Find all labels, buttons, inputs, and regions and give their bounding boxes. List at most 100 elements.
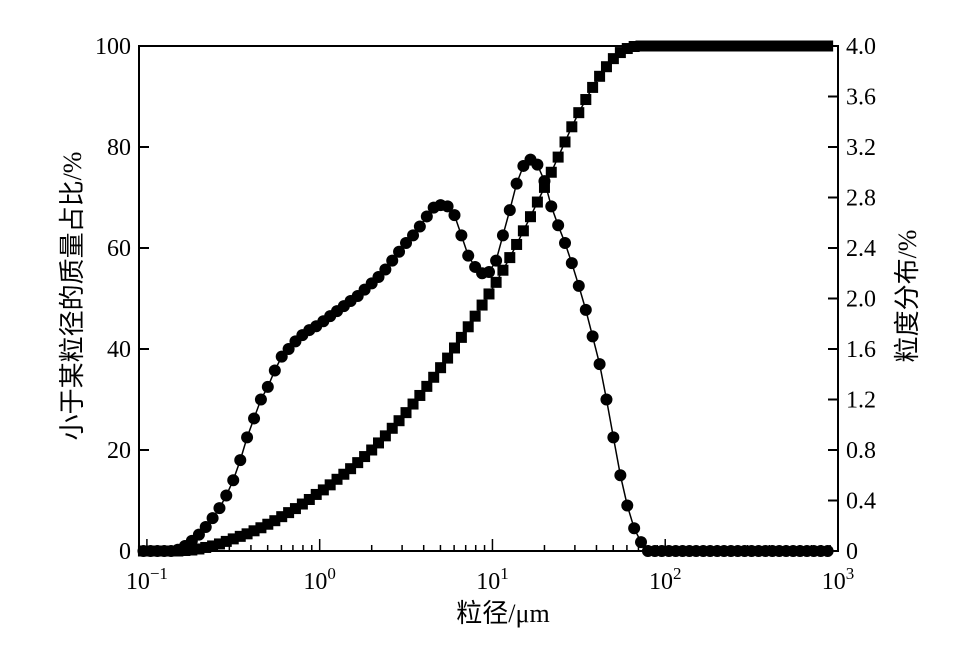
- distribution-point: [275, 350, 288, 363]
- series-markers: [137, 40, 834, 557]
- x-axis-title: 粒径/μm: [456, 599, 549, 628]
- distribution-point: [248, 412, 261, 425]
- cumulative-point: [421, 380, 433, 392]
- cumulative-point: [628, 41, 640, 53]
- cumulative-point: [559, 136, 571, 148]
- distribution-point: [614, 469, 627, 482]
- cumulative-point: [331, 473, 343, 485]
- distribution-point: [199, 521, 212, 534]
- right-tick-label: 3.6: [846, 85, 876, 111]
- distribution-point: [206, 512, 219, 525]
- right-axis: 0 0.4 0.8 1.2 1.6 2.0 2.4 2.8 3.2 3.6 4.0: [828, 34, 876, 565]
- cumulative-point: [220, 535, 232, 547]
- cumulative-point: [255, 522, 267, 534]
- cumulative-point: [815, 40, 827, 52]
- distribution-point: [213, 502, 226, 515]
- cumulative-point: [545, 166, 557, 178]
- cumulative-point: [739, 40, 751, 52]
- cumulative-point: [808, 40, 820, 52]
- cumulative-point: [766, 40, 778, 52]
- cumulative-point: [649, 40, 661, 52]
- cumulative-point: [317, 484, 329, 496]
- cumulative-point: [414, 389, 426, 401]
- cumulative-point: [753, 40, 765, 52]
- cumulative-point: [746, 40, 758, 52]
- distribution-point: [448, 209, 461, 222]
- cumulative-point: [621, 43, 633, 55]
- cumulative-point: [594, 70, 606, 82]
- distribution-point: [538, 175, 551, 188]
- cumulative-point: [269, 515, 281, 527]
- cumulative-point: [697, 40, 709, 52]
- cumulative-point: [386, 422, 398, 434]
- cumulative-point: [262, 518, 274, 530]
- distribution-point: [420, 210, 433, 223]
- cumulative-point: [794, 40, 806, 52]
- cumulative-point: [213, 538, 225, 550]
- right-tick-label: 0.8: [846, 438, 876, 464]
- cumulative-point: [352, 457, 364, 469]
- x-axis: 10−1 100 101 102 103: [126, 539, 854, 595]
- cumulative-point: [773, 40, 785, 52]
- cumulative-point: [587, 81, 599, 93]
- cumulative-point: [656, 40, 668, 52]
- distribution-point: [628, 522, 641, 535]
- cumulative-point: [677, 40, 689, 52]
- cumulative-point: [607, 53, 619, 65]
- cumulative-point: [517, 225, 529, 237]
- distribution-point: [572, 279, 585, 292]
- cumulative-point: [732, 40, 744, 52]
- cumulative-point: [366, 444, 378, 456]
- cumulative-point: [504, 252, 516, 264]
- left-tick-label: 80: [107, 135, 131, 161]
- cumulative-point: [303, 493, 315, 505]
- distribution-point: [600, 393, 613, 406]
- distribution-point: [407, 229, 420, 242]
- distribution-point: [220, 489, 233, 502]
- cumulative-point: [200, 541, 212, 553]
- distribution-point: [241, 431, 254, 444]
- cumulative-point: [338, 468, 350, 480]
- cumulative-point: [283, 507, 295, 519]
- cumulative-point: [704, 40, 716, 52]
- cumulative-point: [345, 463, 357, 475]
- cumulative-point: [670, 40, 682, 52]
- cumulative-point: [801, 40, 813, 52]
- cumulative-point: [573, 107, 585, 119]
- x-tick-label: 10−1: [126, 564, 168, 595]
- distribution-point: [455, 229, 468, 242]
- cumulative-point: [296, 498, 308, 510]
- cumulative-point: [663, 40, 675, 52]
- distribution-point: [261, 380, 274, 393]
- distribution-point: [227, 474, 240, 487]
- right-tick-label: 1.6: [846, 337, 876, 363]
- cumulative-point: [690, 40, 702, 52]
- distribution-point: [621, 499, 634, 512]
- right-tick-label: 2.8: [846, 186, 876, 212]
- cumulative-point: [780, 40, 792, 52]
- cumulative-point: [227, 533, 239, 545]
- x-tick-label: 101: [476, 564, 509, 595]
- distribution-point: [441, 200, 454, 213]
- cumulative-point: [435, 362, 447, 374]
- distribution-point: [393, 245, 406, 258]
- distribution-point: [586, 330, 599, 343]
- cumulative-point: [428, 371, 440, 383]
- cumulative-point: [635, 40, 647, 52]
- left-tick-label: 0: [119, 539, 131, 565]
- cumulative-point: [442, 352, 454, 364]
- distribution-point: [510, 177, 523, 190]
- distribution-point: [559, 236, 572, 249]
- x-tick-label: 103: [822, 564, 855, 595]
- cumulative-point: [448, 342, 460, 354]
- cumulative-point: [234, 530, 246, 542]
- right-tick-label: 4.0: [846, 34, 876, 60]
- distribution-line: [143, 158, 828, 552]
- cumulative-point: [600, 61, 612, 73]
- left-tick-label: 40: [107, 337, 131, 363]
- right-tick-label: 2.4: [846, 236, 876, 262]
- cumulative-point: [614, 47, 626, 59]
- cumulative-point: [248, 525, 260, 537]
- right-tick-label: 0.4: [846, 489, 876, 515]
